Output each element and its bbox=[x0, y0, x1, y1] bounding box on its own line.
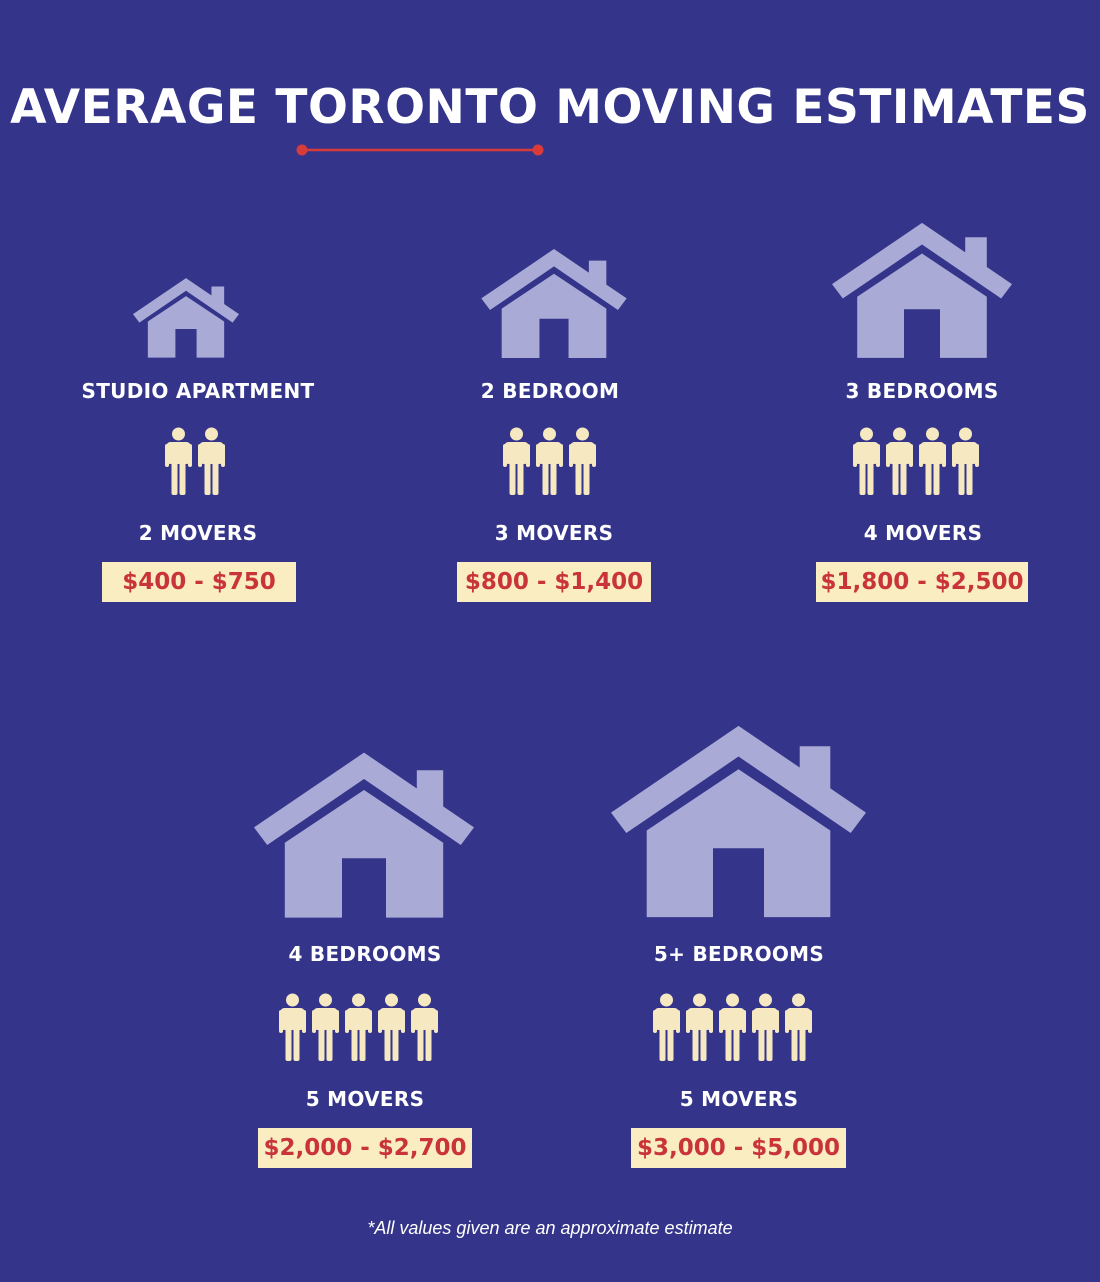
person-icon bbox=[536, 427, 563, 495]
price-badge: $400 - $750 bbox=[102, 562, 296, 602]
movers-icons bbox=[164, 427, 226, 495]
price-badge: $800 - $1,400 bbox=[457, 562, 651, 602]
person-icon bbox=[411, 993, 438, 1061]
price-badge: $3,000 - $5,000 bbox=[631, 1128, 846, 1168]
price-badge: $2,000 - $2,700 bbox=[258, 1128, 472, 1168]
movers-icons bbox=[278, 993, 439, 1061]
house-icon bbox=[481, 248, 627, 358]
person-icon bbox=[719, 993, 746, 1061]
movers-label: 2 MOVERS bbox=[138, 521, 258, 545]
estimate-label: 2 BEDROOM bbox=[480, 379, 620, 403]
person-icon bbox=[886, 427, 913, 495]
footnote: *All values given are an approximate est… bbox=[367, 1218, 733, 1238]
person-icon bbox=[378, 993, 405, 1061]
movers-label: 3 MOVERS bbox=[494, 521, 614, 545]
person-icon bbox=[503, 427, 530, 495]
movers-icons bbox=[652, 993, 813, 1061]
movers-label: 5 MOVERS bbox=[679, 1087, 799, 1111]
person-icon bbox=[952, 427, 979, 495]
house-icon bbox=[611, 725, 866, 918]
person-icon bbox=[785, 993, 812, 1061]
movers-label: 5 MOVERS bbox=[305, 1087, 425, 1111]
house-icon bbox=[254, 752, 474, 918]
person-icon bbox=[345, 993, 372, 1061]
movers-icons bbox=[502, 427, 597, 495]
movers-label: 4 MOVERS bbox=[863, 521, 983, 545]
person-icon bbox=[919, 427, 946, 495]
price-badge: $1,800 - $2,500 bbox=[816, 562, 1028, 602]
person-icon bbox=[752, 993, 779, 1061]
house-icon bbox=[832, 222, 1012, 358]
house-icon bbox=[133, 278, 239, 358]
person-icon bbox=[279, 993, 306, 1061]
person-icon bbox=[686, 993, 713, 1061]
person-icon bbox=[653, 993, 680, 1061]
person-icon bbox=[569, 427, 596, 495]
estimate-label: STUDIO APARTMENT bbox=[81, 379, 315, 403]
movers-icons bbox=[852, 427, 980, 495]
estimate-label: 5+ BEDROOMS bbox=[653, 942, 825, 966]
person-icon bbox=[198, 427, 225, 495]
title-divider bbox=[296, 144, 544, 156]
page-title: AVERAGE TORONTO MOVING ESTIMATES bbox=[10, 80, 1090, 135]
person-icon bbox=[853, 427, 880, 495]
person-icon bbox=[312, 993, 339, 1061]
estimate-label: 4 BEDROOMS bbox=[288, 942, 442, 966]
estimate-label: 3 BEDROOMS bbox=[845, 379, 999, 403]
person-icon bbox=[165, 427, 192, 495]
